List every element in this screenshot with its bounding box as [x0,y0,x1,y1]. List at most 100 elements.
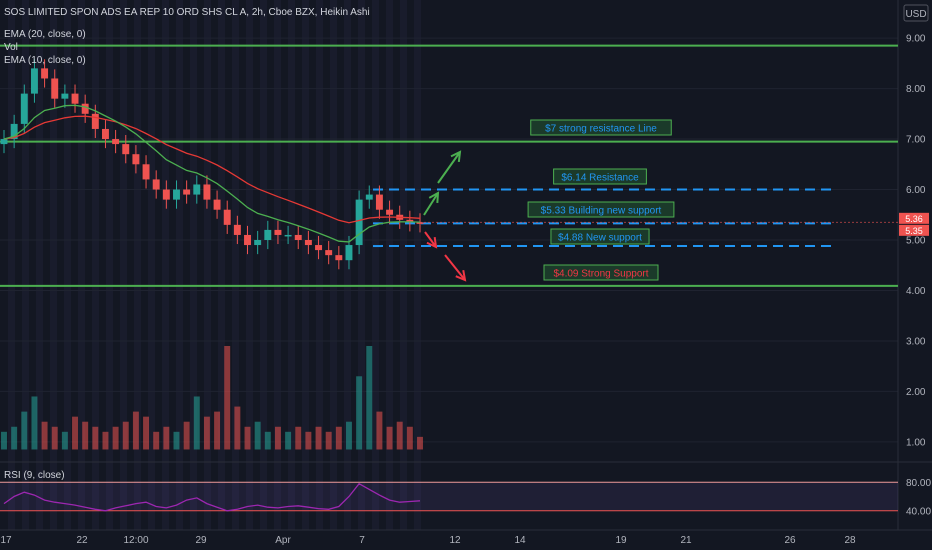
time-tick-label: 28 [844,535,856,546]
last-price-badge-2 [899,224,929,236]
arrow-up-big-head [450,150,462,163]
annotation-box [530,119,672,136]
candle-body [122,144,130,155]
volume-bar [274,426,281,450]
annotation-label: $7 strong resistance Line [545,124,657,135]
session-stripe [372,0,379,530]
candle-body [61,93,69,99]
rsi-title: RSI (9, close) [4,470,65,481]
volume-bar [203,416,210,450]
session-stripe [288,0,295,530]
time-tick-label: 22 [76,535,88,546]
candles [0,59,424,270]
session-stripe [120,0,127,530]
annotation-label: $5.33 Building new support [541,206,662,217]
candle-body [91,113,99,129]
time-tick-label: Apr [275,535,291,546]
candle-body [142,164,150,180]
arrow-down-big-head [455,269,467,282]
arrow-down-big-shaft [444,254,466,281]
session-stripe [274,0,281,530]
candle-body [152,179,160,190]
time-tick-label: 14 [514,535,526,546]
annotation-box [527,201,675,218]
indicator-ema20: EMA (20, close, 0) [4,29,86,40]
time-tick-label: 21 [680,535,692,546]
price-tick-label: 2.00 [906,387,926,398]
time-tick-label: 26 [784,535,796,546]
candle-body [315,245,323,251]
price-tick-label: 3.00 [906,336,926,347]
session-stripe [50,0,57,530]
session-stripe [92,0,99,530]
time-tick-label: 7 [359,535,365,546]
session-stripe [190,0,197,530]
ema20-line [3,115,421,224]
volume-bar [153,431,160,450]
rsi-tick-label: 40.00 [906,506,931,517]
rsi-path [3,482,421,512]
volume-bar [61,431,68,450]
arrow-down-small-shaft [424,231,437,248]
session-stripe [316,0,323,530]
candle-body [101,128,109,140]
volume-bar [72,416,78,450]
volume-bar [315,426,322,450]
last-price-label: 5.36 [905,214,923,224]
volume-bar [295,426,302,450]
volume-bar [92,426,99,450]
volume-bar [254,421,261,450]
volume-bar [376,411,383,450]
candle-body [233,224,241,235]
volume-bar [193,396,200,450]
candle-body [41,68,49,79]
candle-body [375,194,383,210]
volume-bar [1,431,7,450]
volume-bar [173,431,180,450]
volume-bar [285,431,292,450]
arrow-up-small-head [428,191,440,204]
volume-bar [386,426,393,450]
arrows [423,150,467,282]
volume-bar [224,346,231,450]
candle-body [112,139,120,145]
candle-body [335,255,343,261]
session-stripe [22,0,29,530]
volume-bar [244,426,251,450]
annotation-label: $4.88 New support [558,233,642,244]
candle-body [274,229,282,235]
indicator-ema10: EMA (10, close, 0) [4,55,86,66]
candle-body [284,234,292,237]
volume-bar [112,426,119,450]
candle-body [203,184,211,200]
candle-body [294,234,302,240]
candle-body [325,250,333,256]
candle-body [30,68,38,94]
volume-bar [132,411,139,450]
session-stripe [260,0,267,530]
rsi-line [3,482,421,512]
price-tick-label: 7.00 [906,135,926,146]
volume-bar [183,421,190,450]
currency-label: USD [905,9,926,20]
last-price-label-2: 5.35 [905,226,923,236]
annotation-label: $4.09 Strong Support [553,269,648,280]
chart-title: SOS LIMITED SPON ADS EA REP 10 ORD SHS C… [4,7,370,18]
volume-bar [31,396,38,450]
volume-bar [346,421,352,450]
currency-badge[interactable] [903,4,929,22]
price-tick-label: 9.00 [906,34,926,45]
annotation-box [543,264,659,281]
candle-body [0,139,8,145]
grid-lines [0,0,932,531]
volume-bar [366,346,373,450]
volume-bar [335,426,342,450]
last-price-badge [899,212,929,224]
price-tick-label: 8.00 [906,84,926,95]
price-tick-label: 4.00 [906,286,926,297]
time-tick-label: 29 [195,535,207,546]
volume-bar [122,421,129,450]
